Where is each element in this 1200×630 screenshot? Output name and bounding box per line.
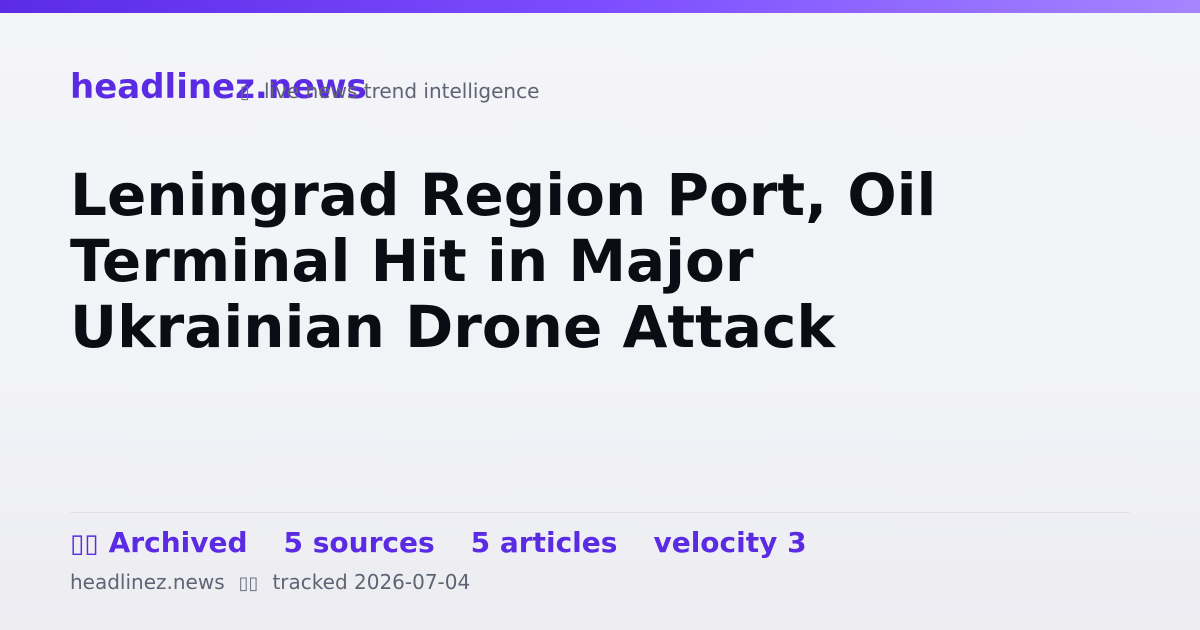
archive-icon: ▯▯ <box>70 529 99 559</box>
article-headline: Leningrad Region Port, Oil Terminal Hit … <box>70 161 937 361</box>
velocity-value: velocity 3 <box>653 526 807 559</box>
tagline-text: live news trend intelligence <box>264 79 540 103</box>
sources-count: 5 sources <box>283 526 435 559</box>
status-badge: Archived <box>108 526 248 559</box>
stats-row: ▯▯ Archived 5 sources 5 articles velocity 3 <box>70 524 843 564</box>
brand-logo[interactable]: headlinez.news <box>70 67 367 107</box>
meta-row: headlinez.news ▯▯ tracked 2026-07-04 <box>70 569 470 597</box>
clock-icon: ▯▯ <box>238 573 259 594</box>
meta-site: headlinez.news <box>70 570 225 594</box>
articles-count: 5 articles <box>470 526 618 559</box>
divider <box>70 512 1130 513</box>
meta-tracked-date: tracked 2026-07-04 <box>272 570 471 594</box>
brand-row: headlinez.news ▯ live news trend intellig… <box>70 66 1130 110</box>
chart-icon: ▯ <box>240 82 250 103</box>
brand-tagline: ▯ live news trend intelligence <box>240 79 539 105</box>
top-accent-bar <box>0 0 1200 13</box>
